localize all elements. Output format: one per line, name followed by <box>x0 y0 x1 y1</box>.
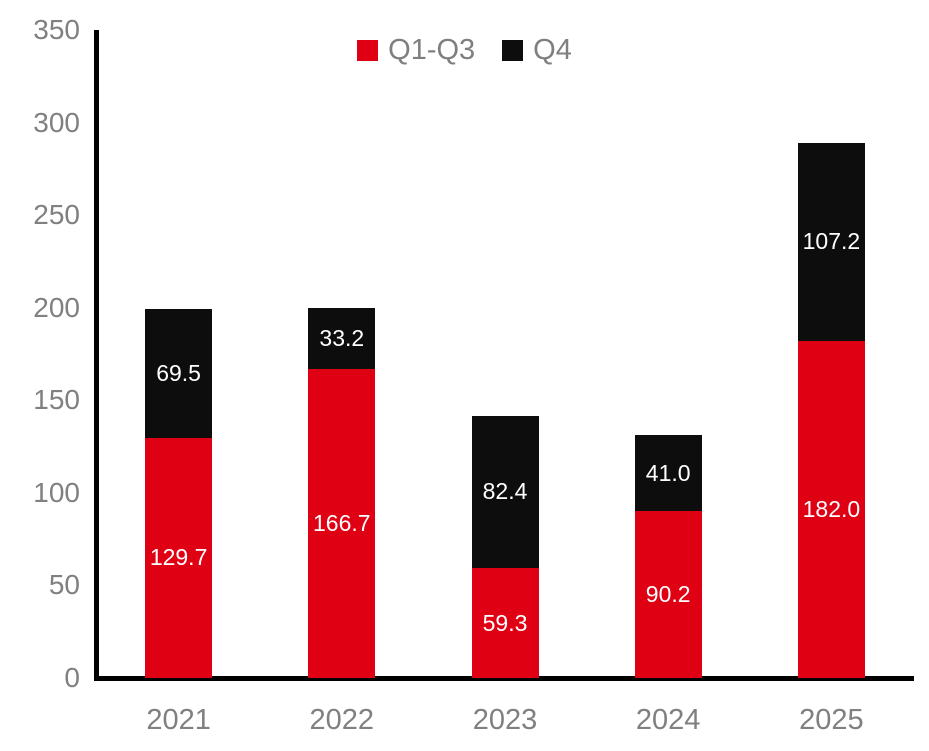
bar-value-label: 129.7 <box>149 544 208 571</box>
legend-item-q1-q3: Q1-Q3 <box>357 36 475 65</box>
bar-segment-q4-2022: 33.2 <box>308 307 376 370</box>
bar-value-label: 41.0 <box>645 459 691 486</box>
bar-value-label: 69.5 <box>156 360 201 387</box>
bar-segment-q1-q3-2024: 90.2 <box>634 510 702 678</box>
y-tick-label-250: 250 <box>33 199 80 231</box>
bar-segment-q1-q3-2023: 59.3 <box>471 568 539 678</box>
x-tick-label-2022: 2022 <box>309 704 375 736</box>
x-tick-label-2025: 2025 <box>799 704 864 736</box>
bar-2021: 69.5 129.7 <box>145 309 213 678</box>
bar-segment-q4-2024: 41.0 <box>634 435 702 511</box>
y-tick-label-0: 0 <box>64 662 80 693</box>
bar-segment-q4-2025: 107.2 <box>797 142 865 342</box>
bar-segment-q1-q3-2022: 166.7 <box>308 369 376 678</box>
bar-segment-q1-q3-2025: 182.0 <box>797 341 865 678</box>
y-tick-label-100: 100 <box>33 476 80 508</box>
bar-value-label: 182.0 <box>802 496 861 522</box>
legend-swatch-icon <box>357 40 379 61</box>
y-tick-label-350: 350 <box>33 14 80 45</box>
bar-segment-q4-2021: 69.5 <box>145 309 213 438</box>
legend-item-q4: Q4 <box>502 36 572 65</box>
bar-value-label: 90.2 <box>645 580 691 607</box>
bar-2025: 107.2 182.0 <box>797 142 865 678</box>
bar-value-label: 59.3 <box>482 609 528 636</box>
legend-label: Q1-Q3 <box>388 34 476 66</box>
bar-value-label: 107.2 <box>802 228 861 255</box>
bar-2023: 82.4 59.3 <box>471 415 539 678</box>
legend-swatch-icon <box>502 40 524 61</box>
bar-value-label: 33.2 <box>319 325 365 352</box>
x-tick-label-2024: 2024 <box>635 704 701 736</box>
legend-label: Q4 <box>533 34 572 66</box>
y-tick-label-50: 50 <box>48 569 80 601</box>
bar-segment-q4-2023: 82.4 <box>471 415 539 569</box>
x-tick-label-2023: 2023 <box>472 704 538 736</box>
x-axis-line <box>94 676 914 681</box>
bar-2022: 33.2 166.7 <box>308 307 376 678</box>
x-tick-label-2021: 2021 <box>146 704 211 736</box>
legend: Q1-Q3 Q4 <box>0 36 929 65</box>
y-axis-line <box>94 30 99 678</box>
bar-segment-q1-q3-2021: 129.7 <box>145 437 213 678</box>
bar-value-label: 166.7 <box>313 510 371 537</box>
bar-value-label: 82.4 <box>482 478 528 505</box>
y-tick-label-150: 150 <box>33 384 80 416</box>
bar-2024: 41.0 90.2 <box>634 435 702 678</box>
y-tick-label-300: 300 <box>33 106 80 138</box>
y-tick-label-200: 200 <box>33 291 80 323</box>
